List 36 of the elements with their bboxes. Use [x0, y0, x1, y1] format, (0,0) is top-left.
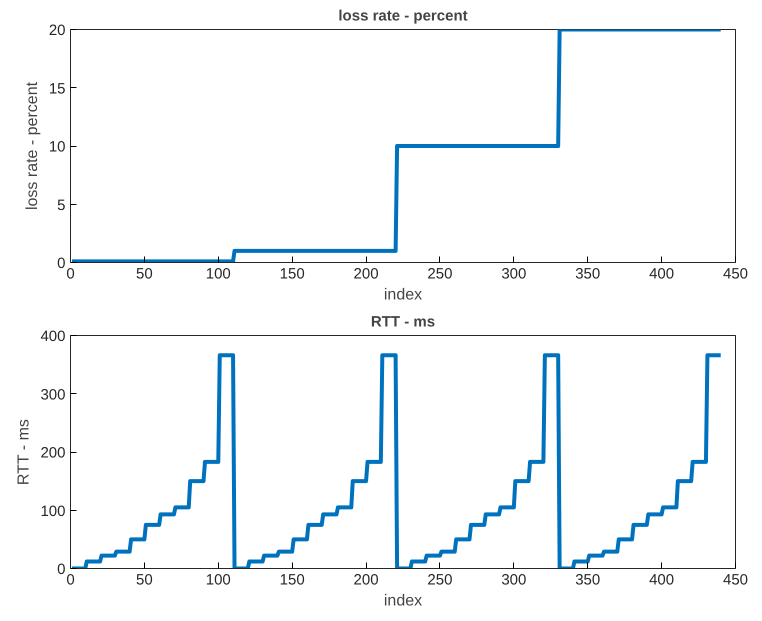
x-tick-label: 50 — [136, 266, 153, 282]
x-tick-label: 50 — [136, 572, 153, 588]
x-tick-label: 400 — [649, 572, 674, 588]
y-tick-label: 0 — [57, 255, 66, 272]
x-tick-label: 250 — [427, 266, 452, 282]
x-tick-label: 100 — [206, 266, 231, 282]
x-tick-label: 400 — [649, 266, 674, 282]
chart-title: loss rate - percent — [338, 8, 468, 24]
x-tick-label: 300 — [501, 266, 526, 282]
x-tick-label: 150 — [280, 572, 305, 588]
y-tick-label: 0 — [57, 561, 66, 578]
y-tick-label: 5 — [57, 196, 66, 214]
x-tick-label: 150 — [280, 266, 305, 282]
y-tick-label: 20 — [48, 22, 66, 39]
line-series — [70, 30, 723, 262]
y-tick-label: 400 — [40, 328, 66, 345]
x-tick-label: 450 — [722, 266, 748, 282]
y-tick-label: 100 — [40, 502, 66, 520]
line-series — [70, 353, 723, 568]
chart-title: RTT - ms — [370, 314, 436, 330]
x-tick-label: 200 — [354, 266, 379, 282]
y-tick-label: 15 — [48, 80, 66, 98]
x-tick-label: 250 — [427, 572, 452, 588]
y-tick-label: 200 — [40, 444, 66, 462]
x-tick-label: 300 — [501, 572, 526, 588]
x-tick-label: 100 — [206, 572, 231, 588]
x-axis-title: index — [384, 592, 422, 610]
x-tick-label: 200 — [354, 572, 379, 588]
y-axis-title: loss rate - percent — [24, 81, 41, 210]
x-tick-label: 350 — [575, 266, 600, 282]
y-tick-label: 300 — [40, 386, 66, 404]
x-tick-label: 350 — [575, 572, 600, 588]
x-axis-title: index — [384, 286, 422, 304]
y-tick-label: 10 — [48, 138, 66, 156]
x-tick-label: 450 — [722, 572, 748, 588]
y-axis-title: RTT - ms — [15, 419, 32, 486]
